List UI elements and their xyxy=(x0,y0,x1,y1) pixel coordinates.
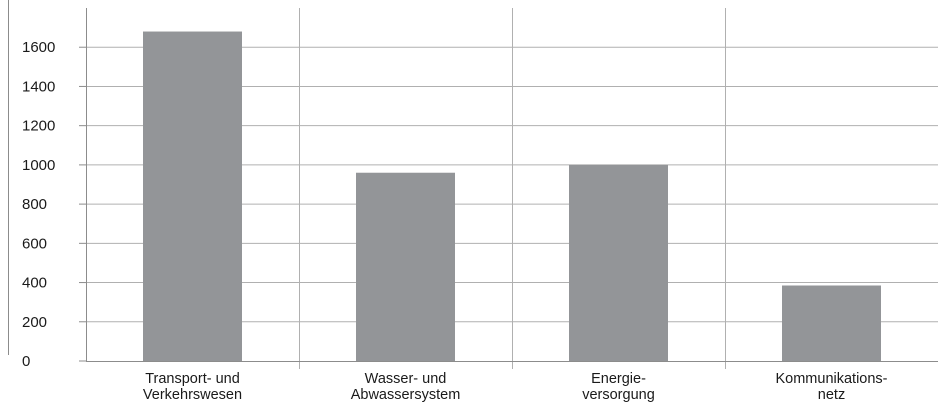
x-category-label-line: Wasser- und xyxy=(365,371,447,387)
y-tick-label: 1200 xyxy=(22,118,55,135)
bar xyxy=(782,285,881,361)
bar xyxy=(143,32,242,361)
y-tick-label: 0 xyxy=(22,353,30,370)
bar xyxy=(356,173,455,361)
y-tick-label: 600 xyxy=(22,235,47,252)
bar xyxy=(569,165,668,361)
y-tick-label: 200 xyxy=(22,314,47,331)
y-tick-label: 1600 xyxy=(22,39,55,56)
x-category-label-line: Energie- xyxy=(591,371,646,387)
y-tick-label: 1000 xyxy=(22,157,55,174)
x-category-label-line: versorgung xyxy=(582,387,655,403)
x-category-label-line: Abwassersystem xyxy=(351,387,461,403)
x-category-label: Energie-versorgung xyxy=(582,371,655,403)
y-tick-label: 800 xyxy=(22,196,47,213)
x-category-label-line: Verkehrswesen xyxy=(143,387,242,403)
y-tick-label: 1400 xyxy=(22,78,55,95)
x-category-label-line: Kommunikations- xyxy=(775,371,887,387)
y-tick-label: 400 xyxy=(22,275,47,292)
x-category-label: Kommunikations-netz xyxy=(775,371,887,403)
x-category-label-line: netz xyxy=(818,387,845,403)
x-category-label-line: Transport- und xyxy=(145,371,240,387)
